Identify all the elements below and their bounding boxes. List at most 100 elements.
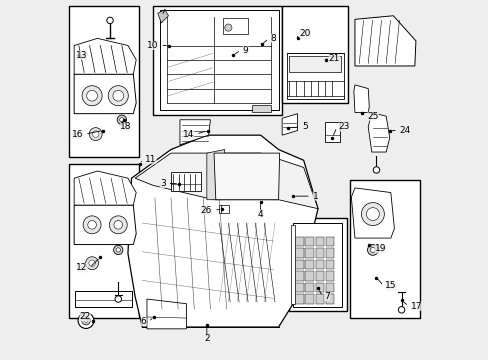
Bar (292, 223, 342, 307)
Circle shape (398, 307, 404, 313)
Bar (295, 237, 304, 246)
Bar (171, 172, 201, 192)
Circle shape (361, 203, 384, 226)
Text: 12: 12 (76, 264, 88, 273)
Bar (325, 237, 333, 246)
Circle shape (84, 319, 88, 322)
Bar (153, 6, 282, 116)
Bar (282, 6, 348, 103)
Circle shape (89, 260, 95, 266)
Bar (295, 248, 304, 258)
Text: 9: 9 (242, 46, 248, 55)
Bar (289, 56, 341, 72)
Bar (305, 237, 313, 246)
Bar (315, 294, 324, 304)
Polygon shape (74, 171, 136, 205)
Circle shape (78, 313, 94, 328)
Polygon shape (206, 149, 224, 200)
Text: 20: 20 (299, 29, 310, 38)
Text: 2: 2 (203, 334, 209, 343)
Circle shape (85, 257, 99, 270)
Circle shape (89, 128, 102, 140)
Circle shape (83, 216, 101, 234)
Bar (349, 180, 419, 318)
Circle shape (86, 90, 97, 101)
Circle shape (106, 17, 113, 24)
Text: 3: 3 (160, 179, 165, 188)
Bar (295, 294, 304, 304)
Circle shape (92, 131, 99, 137)
Bar (315, 260, 324, 269)
Bar (69, 164, 139, 318)
Text: 17: 17 (410, 302, 421, 311)
Circle shape (88, 221, 96, 229)
Bar (305, 260, 313, 269)
Circle shape (116, 248, 120, 252)
Text: 18: 18 (120, 122, 131, 131)
Bar (305, 271, 313, 281)
Circle shape (113, 90, 123, 101)
Bar (315, 271, 324, 281)
Text: 21: 21 (328, 54, 340, 63)
Bar (325, 248, 333, 258)
Text: 14: 14 (183, 130, 194, 139)
Bar (223, 18, 247, 34)
Polygon shape (354, 16, 415, 66)
Bar (69, 6, 139, 157)
Circle shape (366, 208, 379, 221)
Polygon shape (74, 74, 136, 114)
Polygon shape (74, 205, 136, 244)
Bar (290, 225, 295, 304)
Text: 11: 11 (145, 155, 156, 164)
Polygon shape (147, 299, 186, 329)
Bar (325, 122, 340, 142)
Text: 10: 10 (146, 41, 158, 50)
Polygon shape (128, 135, 317, 327)
Circle shape (120, 118, 124, 122)
Text: 19: 19 (374, 244, 386, 253)
Bar (218, 205, 228, 213)
Polygon shape (74, 39, 136, 74)
Circle shape (109, 216, 127, 234)
Circle shape (372, 167, 379, 173)
Text: 16: 16 (71, 130, 83, 139)
Circle shape (114, 221, 122, 229)
Polygon shape (251, 105, 271, 112)
Text: 22: 22 (80, 312, 91, 321)
Bar (315, 237, 324, 246)
Text: 26: 26 (201, 206, 212, 215)
Polygon shape (135, 153, 317, 209)
Bar (295, 271, 304, 281)
Bar (289, 218, 346, 311)
Circle shape (224, 24, 231, 31)
Circle shape (369, 247, 375, 252)
Bar (325, 271, 333, 281)
Bar (305, 248, 313, 258)
Text: 23: 23 (338, 122, 349, 131)
Text: 7: 7 (324, 292, 329, 301)
Circle shape (82, 86, 102, 106)
Text: 6: 6 (141, 317, 146, 326)
Circle shape (108, 86, 128, 106)
Polygon shape (75, 291, 131, 307)
Circle shape (81, 316, 90, 325)
Text: 5: 5 (301, 122, 307, 131)
Polygon shape (367, 113, 389, 152)
Bar (305, 294, 313, 304)
Circle shape (115, 296, 121, 302)
Text: 8: 8 (270, 34, 276, 43)
Polygon shape (353, 85, 368, 113)
Bar (305, 283, 313, 292)
Text: 4: 4 (257, 210, 263, 219)
Bar (325, 294, 333, 304)
Polygon shape (351, 188, 394, 238)
Circle shape (367, 244, 378, 255)
Text: 15: 15 (385, 281, 396, 290)
Polygon shape (160, 10, 278, 110)
Circle shape (117, 115, 126, 125)
Polygon shape (180, 120, 210, 145)
Circle shape (113, 245, 122, 255)
Bar (325, 260, 333, 269)
Bar (295, 260, 304, 269)
Bar (315, 283, 324, 292)
